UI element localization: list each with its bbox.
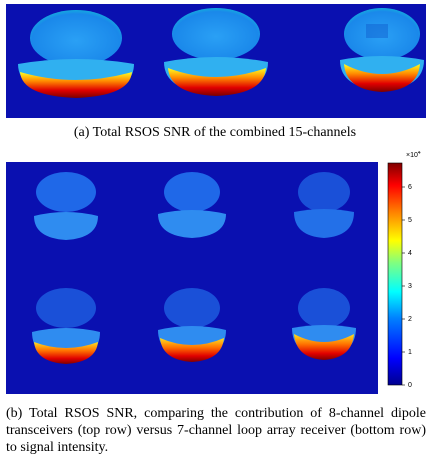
loop-row [32,288,356,364]
snr-map-combined-panel [6,4,426,118]
slice-a-1 [18,10,134,98]
colorbar-tick-label: 2 [408,316,412,323]
colorbar-tick-label: 1 [408,349,412,356]
colorbar-tick-label: 5 [408,217,412,224]
caption-a: (a) Total RSOS SNR of the combined 15-ch… [73,125,357,140]
dipole-row [34,172,354,240]
slice-a-2 [164,8,268,96]
colorbar-exponent: ×104 [406,151,421,159]
colorbar-tick-label: 3 [408,283,412,290]
colorbar-ticks: 0 1 2 3 4 5 6 [402,184,412,389]
snr-map-comparison-panel [6,162,378,394]
colorbar: ×104 0 1 2 3 4 5 6 [387,151,421,389]
colorbar-tick-label: 4 [408,250,412,257]
slice-a-3 [340,8,424,92]
colorbar-tick-label: 6 [408,184,412,191]
colorbar-tick-label: 0 [408,382,412,389]
caption-b: (b) Total RSOS SNR, comparing the contri… [6,406,426,455]
